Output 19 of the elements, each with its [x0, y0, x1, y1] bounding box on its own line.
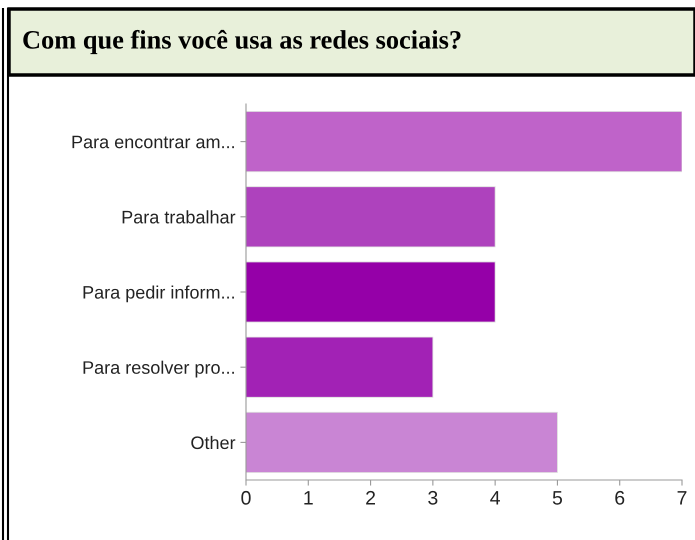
- y-tick-label: Other: [191, 436, 236, 450]
- y-tick-label: Para trabalhar: [122, 210, 236, 224]
- x-tick-label: 7: [678, 491, 686, 505]
- x-tick-label: 1: [304, 491, 313, 505]
- y-tick-label: Para resolver pro...: [84, 360, 234, 378]
- bar: [246, 186, 496, 248]
- x-tick-label: 4: [490, 491, 500, 505]
- y-tick-label: Para pedir inform...: [84, 285, 234, 302]
- chart-title: Com que fins você usa as redes sociais?: [23, 30, 461, 54]
- bar: [246, 111, 682, 172]
- x-tick-label: 3: [428, 490, 438, 505]
- x-tick-label: 0: [241, 490, 251, 505]
- bar: [246, 262, 496, 322]
- x-tick-label: 2: [366, 490, 376, 505]
- bar: [246, 412, 558, 473]
- x-tick-label: 5: [552, 491, 562, 505]
- x-tick-label: 6: [615, 490, 624, 505]
- y-tick-label: Para encontrar am...: [72, 136, 234, 148]
- bar: [246, 336, 434, 398]
